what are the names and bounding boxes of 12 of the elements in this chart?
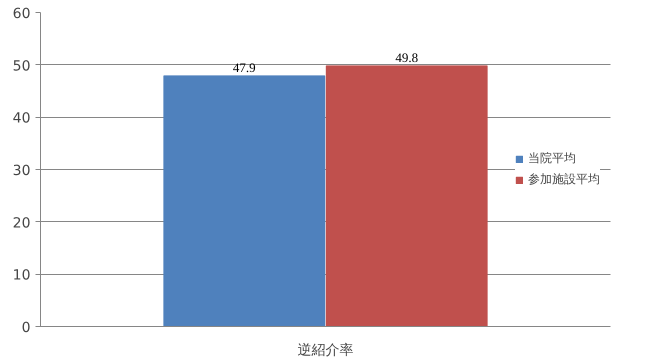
y-tick-label: 40 <box>12 110 31 127</box>
x-tick-label: 逆紹介率 <box>298 342 354 358</box>
legend-label: 当院平均 <box>528 150 576 167</box>
legend-label: 参加施設平均 <box>528 171 600 188</box>
data-label: 47.9 <box>232 60 256 75</box>
y-tick-label: 60 <box>12 6 31 22</box>
y-tick-label: 10 <box>12 268 31 284</box>
y-tick-label: 20 <box>12 215 31 232</box>
y-tick-label: 30 <box>12 163 31 179</box>
data-label: 49.8 <box>395 50 418 65</box>
y-tick-label: 50 <box>12 58 31 74</box>
y-tick-label: 0 <box>22 320 31 336</box>
